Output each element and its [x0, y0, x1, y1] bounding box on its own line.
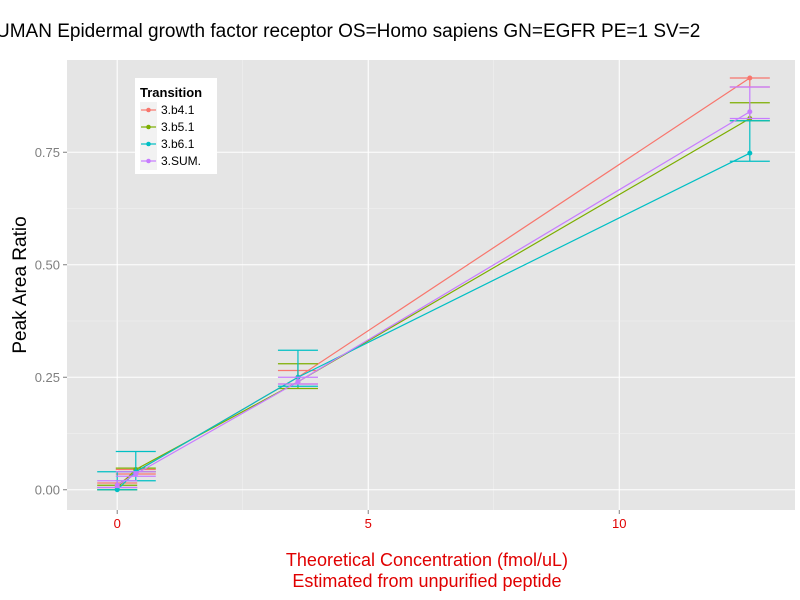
y-tick-label: 0.25 [35, 370, 60, 385]
data-point [295, 379, 301, 385]
y-tick-label: 0.75 [35, 145, 60, 160]
x-tick-label: 5 [365, 516, 372, 531]
legend-key-point [146, 158, 151, 164]
data-point [747, 75, 753, 81]
legend-title: Transition [140, 85, 202, 100]
x-tick-label: 0 [114, 516, 121, 531]
x-axis-label-line2: Estimated from unpurified peptide [292, 571, 561, 591]
grid-lines [67, 60, 795, 510]
x-tick-label: 10 [612, 516, 626, 531]
series-3-sum [97, 86, 770, 489]
x-axis-ticks: 0 5 10 [114, 510, 627, 531]
y-tick-label: 0.00 [35, 482, 60, 497]
legend-label: 3.b6.1 [161, 137, 195, 151]
y-tick-label: 0.50 [35, 257, 60, 272]
data-point [133, 471, 139, 477]
legend-label: 3.b5.1 [161, 120, 195, 134]
legend-label: 3.SUM. [161, 154, 201, 168]
data-point [747, 150, 753, 156]
y-axis-ticks: 0.00 0.25 0.50 0.75 [35, 145, 67, 497]
chart-title: UMAN Epidermal growth factor receptor OS… [0, 21, 700, 42]
legend-label: 3.b4.1 [161, 103, 195, 117]
series-line [116, 111, 751, 486]
series-line [116, 117, 751, 488]
y-axis-label: Peak Area Ratio [10, 216, 31, 353]
legend-key-point [146, 107, 151, 113]
legend-items: 3.b4.1 3.b5.1 3.b6.1 3.SUM. [140, 102, 201, 170]
legend: Transition 3.b4.1 3.b5.1 3.b6.1 3.SUM. [135, 78, 217, 174]
data-point [114, 482, 120, 488]
data-point [114, 487, 120, 493]
legend-key-point [146, 124, 151, 130]
x-axis-label-line1: Theoretical Concentration (fmol/uL) [286, 550, 568, 570]
data-point [747, 109, 753, 115]
legend-key-point [146, 141, 151, 147]
series-layer [97, 75, 770, 493]
